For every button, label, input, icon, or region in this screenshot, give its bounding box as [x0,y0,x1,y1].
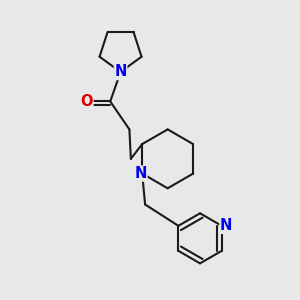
Text: O: O [80,94,93,109]
Text: N: N [134,166,147,181]
Text: N: N [220,218,232,233]
Text: N: N [114,64,127,80]
